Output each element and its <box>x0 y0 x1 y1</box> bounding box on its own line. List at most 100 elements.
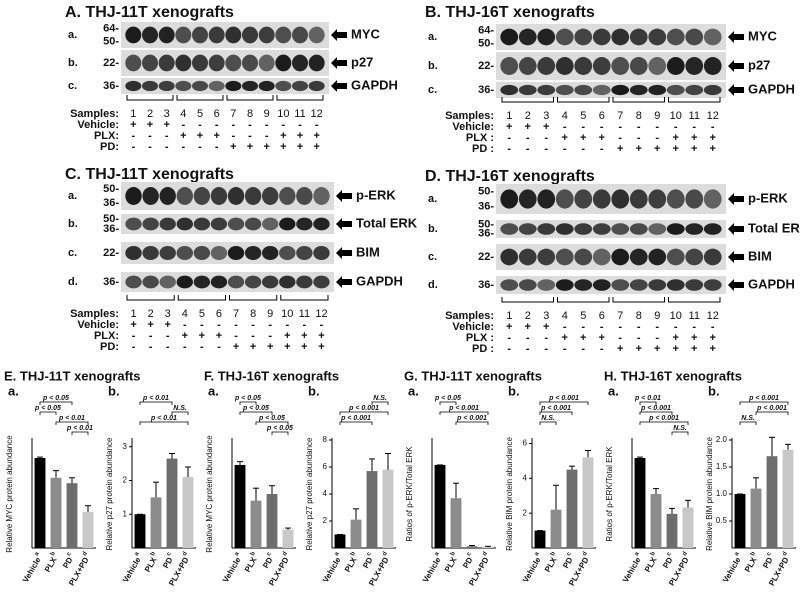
y-tick-label: 4 <box>323 489 328 498</box>
treatment-sign: - <box>298 119 302 131</box>
sample-number: 5 <box>199 308 205 320</box>
treatment-sign: + <box>599 332 605 344</box>
group-bracket <box>177 295 226 301</box>
group-bracket <box>501 97 554 103</box>
blot-band <box>125 275 142 289</box>
group-bracket <box>668 97 721 103</box>
blot-band <box>648 189 667 209</box>
group-bracket <box>229 295 278 301</box>
blot-band <box>703 189 722 209</box>
samples-label: Samples: <box>445 110 494 122</box>
mw-marker: 36- <box>103 276 119 288</box>
blot-band <box>518 57 537 75</box>
category-superscript: b <box>50 551 57 557</box>
x-tick-label: PLX <box>343 555 359 574</box>
category-superscript: b <box>150 551 157 557</box>
blot-band <box>611 248 630 266</box>
significance-bracket <box>539 421 557 425</box>
blot-background <box>496 82 726 98</box>
category-superscript: c <box>766 551 773 557</box>
panel-title: B. THJ-16T xenografts <box>425 4 595 21</box>
x-tick-label: Vehicle <box>721 555 743 584</box>
x-tick-label: PD <box>361 556 374 570</box>
blot-band <box>629 189 648 209</box>
treatment-sign: - <box>563 343 567 355</box>
treatment-sign: + <box>313 141 319 153</box>
blot-band <box>611 57 630 75</box>
significance-bracket <box>339 411 389 415</box>
treatment-sign: - <box>637 321 641 333</box>
blot-band <box>125 80 142 92</box>
category-superscript: c <box>266 551 273 557</box>
blot-band <box>685 279 704 291</box>
bar <box>466 546 478 548</box>
blot-band <box>193 187 211 205</box>
significance-bracket <box>671 431 689 435</box>
sample-number: 12 <box>311 108 323 120</box>
blot-band <box>208 80 225 92</box>
blot-band <box>244 245 262 261</box>
blot-band <box>703 57 722 75</box>
treatment-sign: + <box>147 119 153 131</box>
blot-band <box>666 28 685 46</box>
protein-label: BIM <box>356 244 380 259</box>
significance-label: p < 0.001 <box>348 405 379 412</box>
treatment-sign: - <box>303 319 307 331</box>
treatment-sign: + <box>247 141 253 153</box>
samples-label: Samples: <box>70 108 119 120</box>
blot-band <box>629 57 648 75</box>
chart-label: b. <box>108 383 120 398</box>
blot-band <box>142 245 159 261</box>
treatment-label: Vehicle: <box>77 319 119 331</box>
sample-number: 2 <box>525 110 531 122</box>
treatment-sign: - <box>181 119 185 131</box>
treatment-sign: - <box>165 141 169 153</box>
treatment-sign: - <box>600 321 604 333</box>
significance-label: N.S. <box>673 425 687 432</box>
blot-band <box>555 279 574 291</box>
category-superscript: c <box>666 551 673 557</box>
treatment-label: PD: <box>100 341 119 353</box>
sample-number: 3 <box>543 110 549 122</box>
y-tick-label: 2 <box>523 508 528 517</box>
bar <box>382 469 394 548</box>
blot-band <box>192 26 208 44</box>
arrow <box>336 218 352 230</box>
category-label-group: PDc <box>161 551 174 570</box>
treatment-sign: + <box>180 130 186 142</box>
blot-band <box>258 80 275 92</box>
bar <box>150 497 162 548</box>
blot-band <box>703 279 722 291</box>
treatment-sign: + <box>673 132 679 144</box>
treatment-sign: - <box>544 143 548 155</box>
y-axis-label: Relative p27 protein abundance <box>105 437 114 551</box>
blot-band <box>537 84 556 96</box>
treatment-sign: - <box>148 130 152 142</box>
bar <box>366 471 378 548</box>
bar <box>682 507 694 548</box>
blot-band <box>142 217 159 231</box>
y-tick-label: 8 <box>323 435 328 444</box>
treatment-sign: - <box>507 132 511 144</box>
treatment-sign: - <box>507 143 511 155</box>
treatment-sign: - <box>655 332 659 344</box>
blot-band <box>555 248 574 266</box>
treatment-sign: + <box>673 343 679 355</box>
arrow <box>331 29 347 41</box>
chart-label: b. <box>708 383 720 398</box>
significance-bracket <box>39 401 73 405</box>
category-superscript: b <box>450 551 457 557</box>
bar <box>234 464 246 548</box>
category-label-group: PDc <box>661 551 674 570</box>
blot-band <box>227 187 245 205</box>
x-tick-label: Vehicle <box>221 555 243 584</box>
protein-label: p27 <box>748 57 770 72</box>
bar <box>566 469 578 548</box>
blot-band <box>192 54 208 72</box>
treatment-sign: + <box>673 143 679 155</box>
mw-marker: 50- <box>478 185 494 197</box>
blot-band <box>227 275 245 289</box>
significance-bracket <box>55 421 89 425</box>
